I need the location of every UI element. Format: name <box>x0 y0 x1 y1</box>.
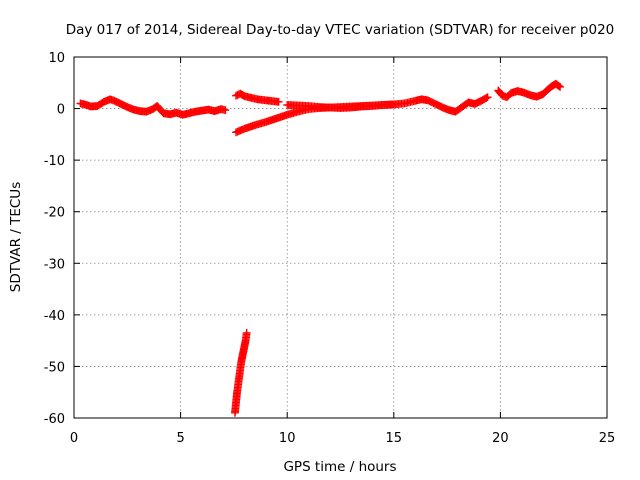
data-point <box>483 93 492 102</box>
y-tick-label: -20 <box>44 206 65 221</box>
x-tick-label: 25 <box>599 431 616 446</box>
y-tick-label: -60 <box>44 412 65 427</box>
y-tick-label: -10 <box>44 154 65 169</box>
x-tick-label: 10 <box>279 431 296 446</box>
chart-title: Day 017 of 2014, Sidereal Day-to-day VTE… <box>66 22 615 38</box>
axis-ticks: 0 5 10 15 20 25 10 0 -10 -20 -30 -40 -50 -60 <box>44 51 616 446</box>
data-point <box>556 83 564 91</box>
y-tick-label: -40 <box>44 309 65 324</box>
x-tick-label: 20 <box>492 431 509 446</box>
y-tick-label: 0 <box>57 103 65 118</box>
data-point <box>389 100 398 109</box>
data-point <box>482 94 491 102</box>
x-tick-label: 15 <box>386 431 403 446</box>
data-point <box>221 106 230 115</box>
data-point <box>242 329 251 337</box>
data-point <box>555 82 563 91</box>
data-points <box>76 79 564 417</box>
y-tick-label: -50 <box>44 360 65 375</box>
y-axis-label: SDTVAR / TECUs <box>8 182 24 292</box>
x-tick-label: 0 <box>70 431 78 446</box>
x-tick-label: 5 <box>176 431 184 446</box>
y-tick-label: 10 <box>48 51 65 66</box>
y-tick-label: -30 <box>44 257 65 272</box>
data-point <box>274 97 283 106</box>
x-axis-label: GPS time / hours <box>283 459 396 475</box>
plot-frame <box>73 56 608 419</box>
